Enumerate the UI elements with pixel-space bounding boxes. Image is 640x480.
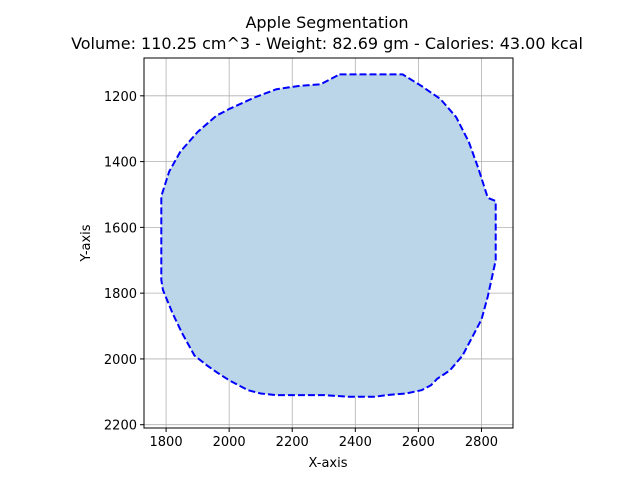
chart-title: Apple Segmentation [245,13,408,32]
x-tick-label: 2400 [339,435,372,450]
chart-subtitle: Volume: 110.25 cm^3 - Weight: 82.69 gm -… [71,34,583,53]
y-tick-label: 1400 [104,156,137,171]
y-tick-label: 1200 [104,90,137,105]
x-tick-label: 2800 [465,435,498,450]
x-tick-label: 2200 [276,435,309,450]
x-tick-label: 2000 [213,435,246,450]
axis-ticks: 1800 2000 2200 2400 2600 2800 1200 1400 1600 1800… [104,90,498,450]
x-tick-label: 1800 [150,435,183,450]
segmentation-outline [160,73,497,398]
y-tick-label: 2000 [104,353,137,368]
y-axis-label: Y-axis [79,224,94,262]
segmentation-fill [161,74,496,397]
x-tick-label: 2600 [402,435,435,450]
x-axis-label: X-axis [309,456,348,471]
y-tick-label: 1600 [104,221,137,236]
axes-frame [143,57,514,429]
plot-area [160,73,497,398]
y-tick-label: 2200 [104,419,137,434]
y-tick-label: 1800 [104,287,137,302]
